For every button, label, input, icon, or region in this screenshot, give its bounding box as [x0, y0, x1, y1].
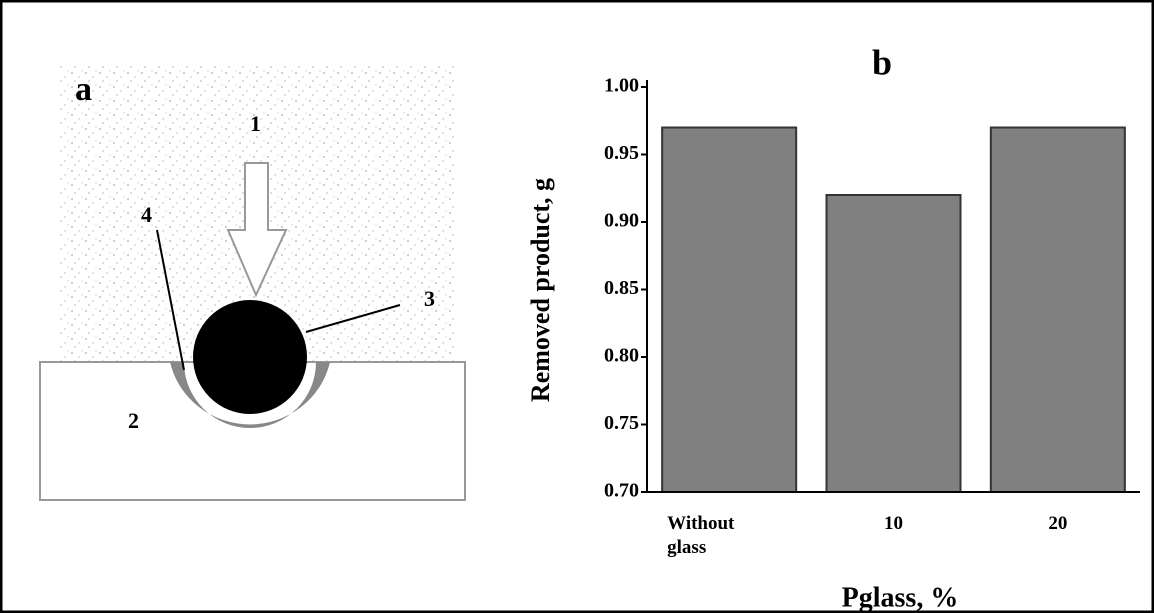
- y-tick-label: 0.90: [604, 210, 639, 232]
- ball: [193, 300, 307, 414]
- chart-title: b: [872, 42, 892, 82]
- item-label: 2: [128, 408, 139, 433]
- y-tick-label: 0.95: [604, 142, 639, 164]
- x-tick-label: 10: [844, 512, 944, 536]
- y-tick-label: 0.80: [604, 345, 639, 367]
- item-label: 1: [250, 111, 261, 136]
- item-label: 4: [141, 202, 152, 227]
- y-tick-label: 1.00: [604, 75, 639, 97]
- diagram: a 1 2 3 4: [40, 65, 465, 500]
- bar: [827, 195, 961, 492]
- figure: a 1 2 3 4 b Removed product, g Pglass, %…: [0, 0, 1154, 613]
- y-tick-label: 0.70: [604, 480, 639, 502]
- bar: [662, 128, 796, 493]
- y-tick-label: 0.85: [604, 277, 639, 299]
- y-axis-label: Removed product, g: [526, 178, 555, 402]
- y-tick-label: 0.75: [604, 412, 639, 434]
- x-tick-label: 20: [1008, 512, 1108, 536]
- panel-label: a: [75, 71, 92, 108]
- x-axis-label: Pglass, %: [842, 582, 959, 613]
- item-label: 3: [424, 286, 435, 311]
- bar: [991, 128, 1125, 493]
- chart: a 1 2 3 4 b Removed product, g Pglass, %…: [0, 0, 1154, 613]
- x-tick-label: Without glass: [667, 512, 767, 560]
